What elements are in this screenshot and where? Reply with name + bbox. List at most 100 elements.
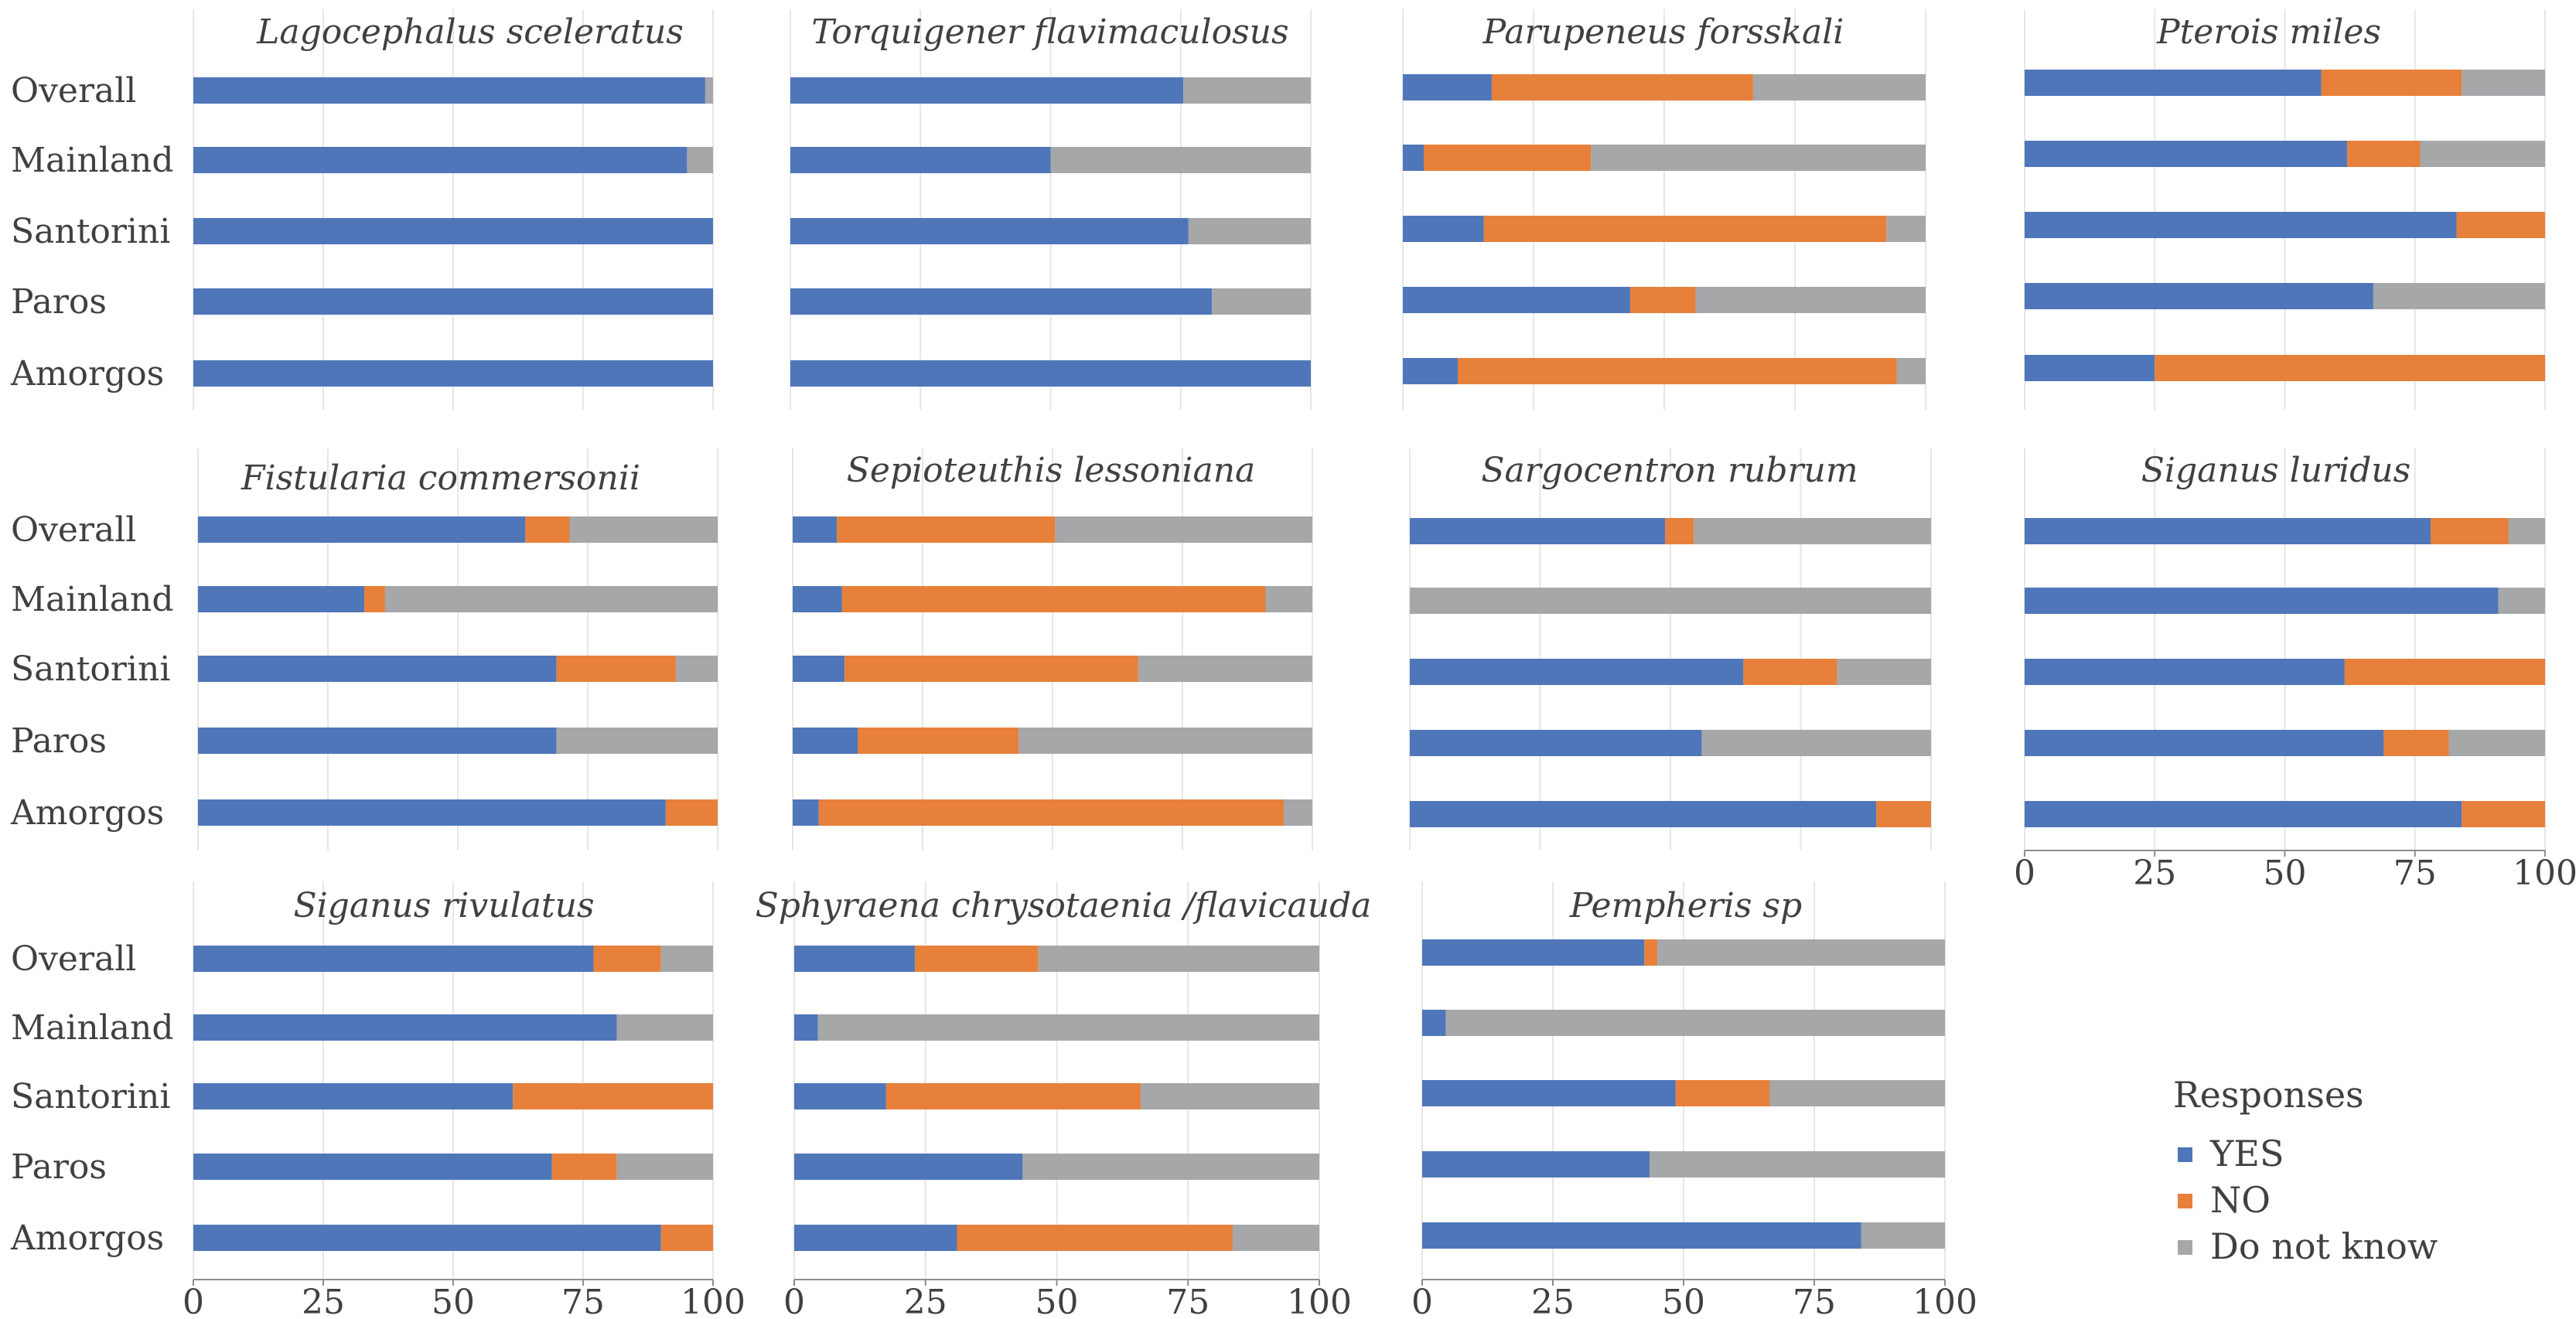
bar-no-overall [915, 946, 1039, 972]
bar-dk-paros [1212, 288, 1311, 315]
bar-yes-mainland [193, 1014, 617, 1041]
bar-dk-santorini [1138, 656, 1312, 682]
bar-yes-amorgos [2025, 355, 2155, 381]
bar-no-amorgos [2155, 355, 2545, 381]
bar-yes-santorini [2025, 659, 2345, 685]
bar-yes-overall [794, 946, 916, 972]
bar-yes-santorini [2025, 212, 2457, 238]
panel-title: Sargocentron rubrum [1481, 451, 1858, 490]
bar-dk-overall [2462, 70, 2545, 96]
x-tick-label: 50 [2264, 854, 2307, 893]
bar-yes-amorgos [794, 1225, 957, 1251]
bar-no-overall [1644, 939, 1658, 966]
bar-yes-paros [2025, 283, 2373, 309]
bar-dk-mainland [687, 147, 713, 173]
bar-no-mainland [1424, 145, 1592, 171]
bar-yes-paros [790, 288, 1213, 315]
bar-yes-amorgos [1403, 358, 1458, 384]
bar-no-amorgos [1876, 801, 1931, 827]
bar-dk-mainland [2498, 588, 2545, 614]
x-tick-label: 100 [1912, 1283, 1977, 1319]
legend: Responses YES NO Do not know [2173, 1074, 2438, 1267]
panel-4: Pterois miles [2024, 9, 2546, 410]
bar-yes-amorgos [1422, 1222, 1861, 1249]
bar-dk-overall [569, 516, 718, 543]
panel-title: Pterois miles [2156, 12, 2381, 52]
bar-no-amorgos [2462, 801, 2545, 827]
category-label-mainland: Mainland [11, 141, 174, 180]
bar-yes-santorini [793, 656, 845, 682]
bar-dk-paros [616, 1154, 713, 1180]
category-label-amorgos: Amorgos [10, 793, 164, 833]
bar-dk-paros [556, 728, 718, 754]
bar-yes-amorgos [193, 360, 713, 387]
category-label-santorini: Santorini [11, 1077, 170, 1116]
panel-title: Lagocephalus sceleratus [256, 12, 684, 52]
bar-no-santorini [1675, 1080, 1770, 1106]
bar-dk-overall [705, 77, 713, 104]
bar-dk-overall [2508, 518, 2545, 544]
bar-yes-santorini [1410, 659, 1744, 685]
panel-title: Siganus rivulatus [293, 886, 594, 925]
bar-dk-overall [1183, 77, 1311, 104]
bar-no-overall [525, 516, 570, 543]
bar-no-santorini [556, 656, 677, 682]
bar-yes-paros [793, 728, 858, 754]
bar-yes-santorini [193, 218, 713, 244]
bar-dk-paros [1650, 1151, 1945, 1178]
panel-title: Sepioteuthis lessoniana [847, 451, 1256, 490]
bar-yes-mainland [193, 147, 688, 173]
x-tick-label: 0 [2014, 854, 2035, 893]
bar-yes-amorgos [2025, 801, 2462, 827]
panel-10: Sphyraena chrysotaenia /flavicauda 0 25 50 7… [756, 881, 1371, 1319]
x-tick-label: 0 [783, 1283, 805, 1319]
bar-yes-overall [2025, 70, 2322, 96]
bar-yes-paros [1422, 1151, 1650, 1178]
bar-dk-amorgos [1232, 1225, 1319, 1251]
bar-no-amorgos [818, 799, 1285, 826]
bar-dk-amorgos [1284, 799, 1312, 826]
bar-yes-amorgos [193, 1225, 661, 1251]
category-label-overall: Overall [11, 939, 136, 979]
bar-dk-santorini [1141, 1083, 1319, 1109]
bar-no-paros [551, 1154, 617, 1180]
bar-yes-overall [1403, 74, 1492, 101]
category-label-paros: Paros [11, 282, 107, 322]
category-label-santorini: Santorini [11, 649, 170, 689]
legend-label-dk: Do not know [2210, 1225, 2438, 1267]
bar-yes-overall [793, 516, 838, 543]
bar-no-overall [2321, 70, 2462, 96]
legend-swatch-no [2178, 1194, 2192, 1208]
panel-title: Parupeneus forsskali [1482, 12, 1844, 52]
bar-dk-overall [1694, 518, 1931, 544]
bar-yes-overall [2025, 518, 2431, 544]
bar-dk-amorgos [1861, 1222, 1945, 1249]
x-tick-label: 25 [2133, 854, 2176, 893]
panel-title: Siganus luridus [2141, 451, 2411, 490]
bar-yes-santorini [790, 218, 1189, 244]
bar-dk-paros [2448, 730, 2545, 756]
panel-title: Torquigener flavimaculosus [811, 12, 1288, 52]
category-label-paros: Paros [11, 721, 107, 761]
x-tick-label: 75 [2393, 854, 2437, 893]
panel-5: Fistularia commersonii Overall Mainland San… [10, 448, 718, 850]
category-label-santorini: Santorini [11, 212, 170, 251]
bar-dk-mainland [1445, 1010, 1945, 1036]
x-tick-label: 50 [1036, 1283, 1079, 1319]
bar-no-amorgos [1457, 358, 1897, 384]
panel-2: Torquigener flavimaculosus [790, 9, 1312, 410]
x-tick-label: 100 [2513, 854, 2576, 893]
panel-11: Pempheris sp 0 25 50 75 100 [1411, 881, 1977, 1319]
bar-no-santorini [2344, 659, 2545, 685]
bar-dk-overall [660, 946, 713, 972]
x-tick-label: 50 [1662, 1283, 1705, 1319]
bar-yes-mainland [793, 586, 842, 612]
bar-dk-amorgos [1896, 358, 1926, 384]
category-label-overall: Overall [11, 510, 136, 550]
bar-yes-santorini [1403, 216, 1484, 242]
bar-yes-overall [193, 946, 594, 972]
bar-yes-overall [193, 77, 705, 104]
bar-yes-mainland [2025, 588, 2499, 614]
bar-yes-overall [790, 77, 1184, 104]
x-tick-label: 25 [1531, 1283, 1575, 1319]
